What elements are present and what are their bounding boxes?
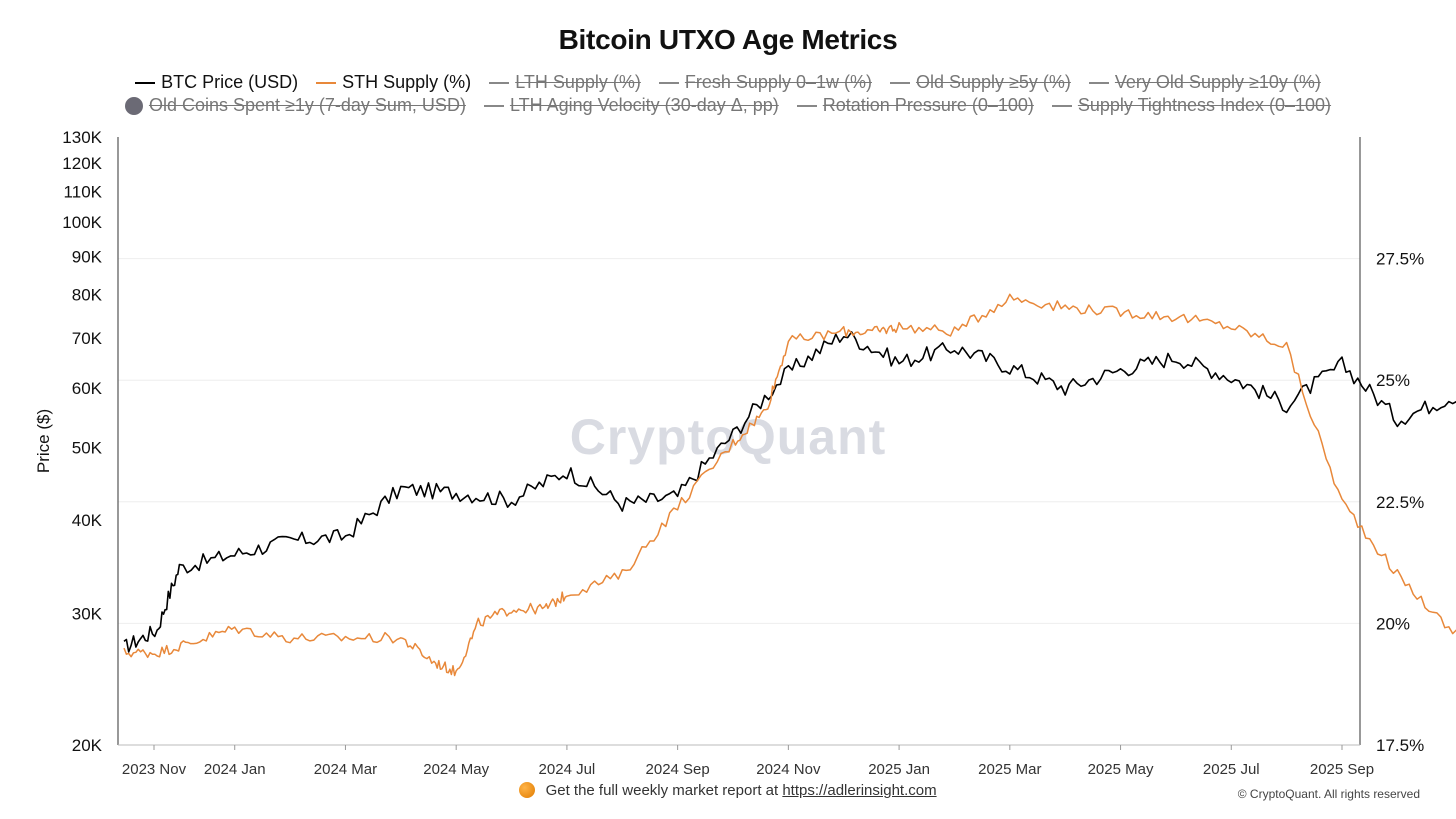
legend-label: Old Coins Spent ≥1y (7-day Sum, USD) <box>148 95 466 115</box>
x-tick-label: 2025 Jan <box>868 761 930 778</box>
y-tick-label: 130K <box>62 128 102 147</box>
legend-item[interactable]: Supply Tightness Index (0–100) <box>1051 95 1332 116</box>
legend-item[interactable]: LTH Supply (%) <box>489 72 641 93</box>
y-tick-label: 80K <box>72 286 103 305</box>
legend-item[interactable]: Fresh Supply 0–1w (%) <box>658 72 872 93</box>
legend-item[interactable]: Rotation Pressure (0–100) <box>796 95 1034 116</box>
y2-tick-label: 25% <box>1376 371 1410 390</box>
y-tick-label: 20K <box>72 736 103 755</box>
y-axis-title: Price ($) <box>34 409 53 473</box>
x-tick-label: 2025 May <box>1088 761 1154 778</box>
y-tick-label: 90K <box>72 247 103 266</box>
x-tick-label: 2024 Sep <box>646 761 710 778</box>
y-tick-label: 120K <box>62 154 102 173</box>
legend-label: Rotation Pressure (0–100) <box>822 95 1034 115</box>
legend-line-icon <box>316 81 337 84</box>
legend-label: BTC Price (USD) <box>161 72 299 92</box>
x-tick-label: 2025 Mar <box>978 761 1041 778</box>
legend-dot-icon <box>124 96 143 115</box>
y-tick-label: 100K <box>62 213 102 232</box>
y-tick-label: 110K <box>64 182 103 201</box>
footer: Get the full weekly market report at htt… <box>0 782 1456 799</box>
copyright: © CryptoQuant. All rights reserved <box>1237 787 1420 801</box>
y-tick-label: 50K <box>72 438 103 457</box>
legend-label: Supply Tightness Index (0–100) <box>1077 95 1332 115</box>
legend-item[interactable]: BTC Price (USD) <box>135 72 298 93</box>
report-link[interactable]: https://adlerinsight.com <box>782 782 937 799</box>
x-tick-label: 2023 Nov <box>122 761 187 778</box>
watermark: CryptoQuant <box>569 409 887 465</box>
x-tick-label: 2024 Jul <box>539 761 596 778</box>
legend-line-icon <box>889 81 910 84</box>
legend-label: LTH Aging Velocity (30-day Δ, pp) <box>509 95 779 115</box>
legend-line-icon <box>1051 104 1072 107</box>
y2-tick-label: 27.5% <box>1376 250 1424 269</box>
y2-tick-label: 17.5% <box>1376 736 1424 755</box>
x-tick-label: 2025 Jul <box>1203 761 1260 778</box>
y-tick-label: 40K <box>72 511 103 530</box>
legend-line-icon <box>1088 81 1109 84</box>
legend-line-icon <box>489 81 510 84</box>
legend-item[interactable]: STH Supply (%) <box>316 72 471 93</box>
legend-label: LTH Supply (%) <box>515 72 641 92</box>
y-tick-label: 60K <box>72 379 103 398</box>
x-tick-label: 2024 Mar <box>314 761 377 778</box>
legend-row-1: BTC Price (USD) STH Supply (%) LTH Supply … <box>0 72 1456 93</box>
legend-line-icon <box>483 104 504 107</box>
legend-item[interactable]: Very Old Supply ≥10y (%) <box>1088 72 1321 93</box>
legend-item[interactable]: Old Coins Spent ≥1y (7-day Sum, USD) <box>124 95 466 116</box>
y-tick-label: 30K <box>72 604 103 623</box>
y2-tick-label: 20% <box>1376 614 1410 633</box>
legend-line-icon <box>135 81 156 84</box>
x-tick-label: 2025 Sep <box>1310 761 1374 778</box>
y2-tick-label: 22.5% <box>1376 493 1424 512</box>
legend-item[interactable]: LTH Aging Velocity (30-day Δ, pp) <box>483 95 779 116</box>
legend-item[interactable]: Old Supply ≥5y (%) <box>889 72 1071 93</box>
legend-label: STH Supply (%) <box>342 72 472 92</box>
x-tick-label: 2024 Jan <box>204 761 266 778</box>
legend-line-icon <box>796 104 817 107</box>
legend-row-2: Old Coins Spent ≥1y (7-day Sum, USD) LTH … <box>0 95 1456 116</box>
chart-title: Bitcoin UTXO Age Metrics <box>558 24 898 55</box>
sth-supply-line <box>123 293 1456 677</box>
x-tick-label: 2024 May <box>423 761 489 778</box>
footer-text: Get the full weekly market report at <box>545 782 779 799</box>
legend-line-icon <box>658 81 679 84</box>
y-tick-label: 70K <box>72 329 103 348</box>
btc-price-line <box>123 331 1456 653</box>
x-tick-label: 2024 Nov <box>756 761 821 778</box>
legend-label: Very Old Supply ≥10y (%) <box>1114 72 1321 92</box>
legend-label: Fresh Supply 0–1w (%) <box>684 72 872 92</box>
legend-label: Old Supply ≥5y (%) <box>915 72 1071 92</box>
bitcoin-coin-icon <box>519 782 536 798</box>
